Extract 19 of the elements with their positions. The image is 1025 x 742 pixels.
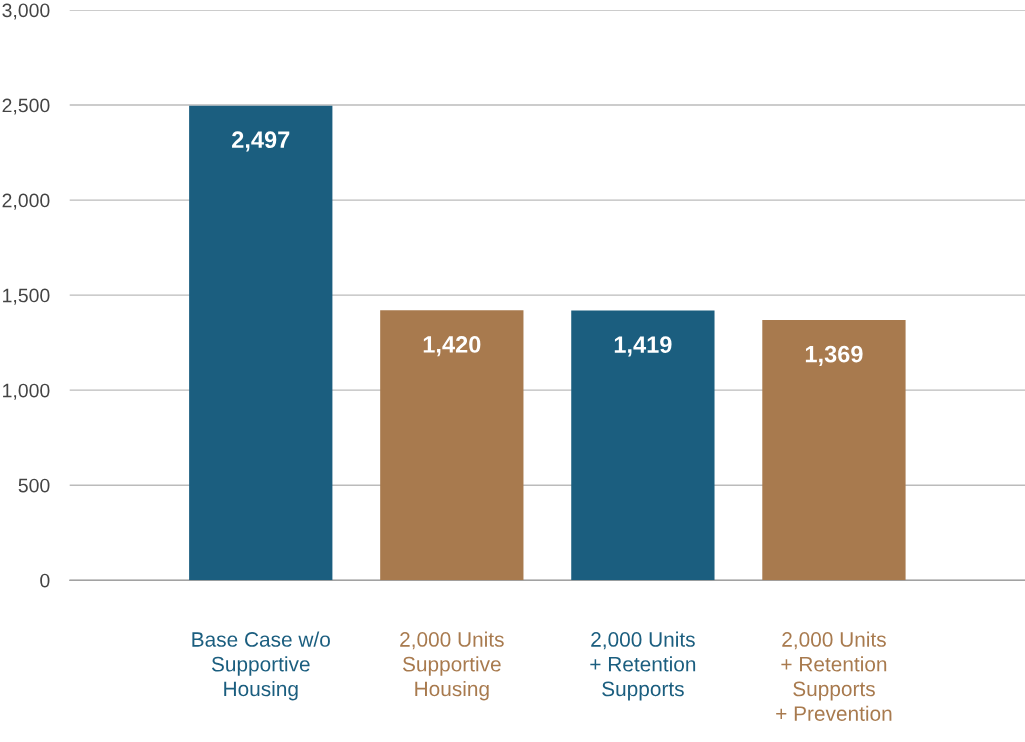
x-tick-label: 2,000 Units + Retention Supports + Prevention <box>776 631 892 721</box>
y-tick-label: 1,500 <box>3 288 50 305</box>
bar <box>189 105 333 581</box>
data-label: 1,369 <box>805 345 863 366</box>
y-tick-label: 3,000 <box>2 3 50 20</box>
bar <box>380 310 524 581</box>
bar <box>762 320 906 581</box>
y-tick-label: 2,000 <box>2 193 50 210</box>
data-label: 1,419 <box>614 336 672 357</box>
y-tick-label: 500 <box>18 478 50 493</box>
y-tick-label: 0 <box>40 573 50 588</box>
x-tick-label: 2,000 Units + Retention Supports <box>590 631 696 701</box>
x-tick-label: Base Case w/o Supportive Housing <box>192 631 330 701</box>
data-label: 2,497 <box>232 131 290 152</box>
data-label: 1,420 <box>423 336 481 357</box>
bar <box>571 310 715 581</box>
x-tick-label: 2,000 Units Supportive Housing <box>400 631 504 701</box>
y-tick-label: 1,000 <box>3 383 50 400</box>
y-tick-label: 2,500 <box>2 98 50 115</box>
